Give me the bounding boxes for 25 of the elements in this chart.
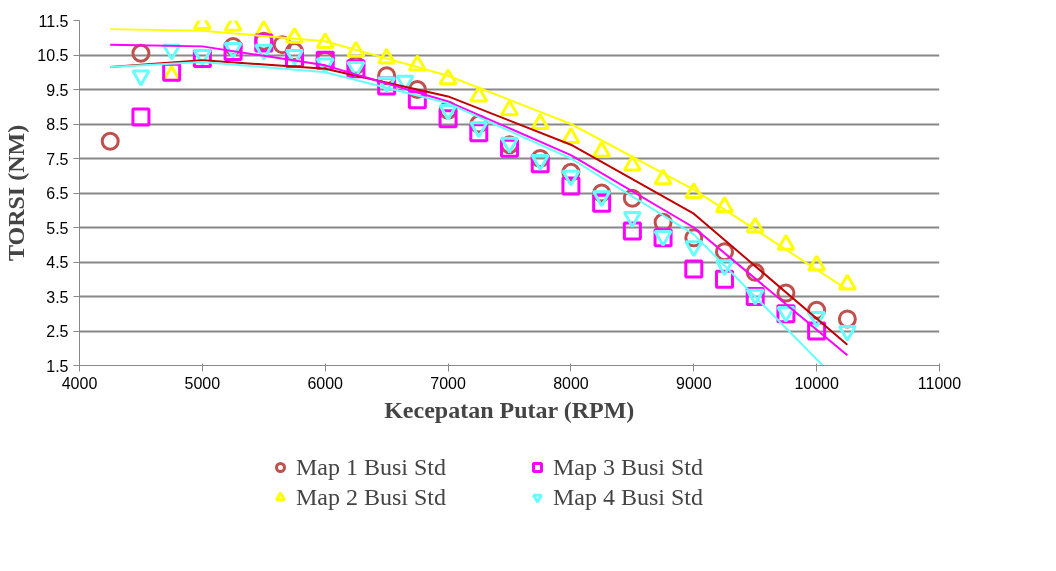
x-tick-label: 7000 (430, 374, 466, 392)
y-tick-label: 3.5 (46, 288, 69, 306)
legend-label: Map 3 Busi Std (553, 452, 705, 482)
x-tick-label: 5000 (184, 374, 221, 392)
y-tick-label: 5.5 (46, 219, 69, 237)
y-tick-label: 6.5 (46, 185, 69, 202)
legend-label: Map 2 Busi Std (296, 482, 448, 512)
y-tick-label: 8.5 (46, 116, 69, 133)
x-tick-label: 9000 (675, 374, 712, 392)
x-tick-label: 6000 (307, 374, 344, 392)
y-tick-label: 2.5 (46, 323, 69, 340)
y-tick-label: 1.5 (46, 357, 69, 375)
x-tick-label: 4000 (61, 374, 98, 392)
y-tick-label: 7.5 (46, 150, 69, 168)
x-axis-title: Kecepatan Putar (RPM) (384, 396, 635, 423)
x-tick-label: 10000 (794, 374, 839, 392)
x-tick-label: 8000 (553, 374, 589, 392)
legend-label: Map 4 Busi Std (553, 482, 705, 512)
y-tick-label: 10.5 (37, 47, 69, 64)
legend-label: Map 1 Busi Std (296, 452, 448, 482)
y-tick-label: 9.5 (46, 81, 69, 99)
y-tick-label: 11.5 (38, 12, 69, 30)
y-tick-label: 4.5 (46, 254, 69, 271)
x-tick-label: 11000 (917, 374, 962, 392)
y-axis-title: TORSI (NM) (3, 124, 30, 262)
